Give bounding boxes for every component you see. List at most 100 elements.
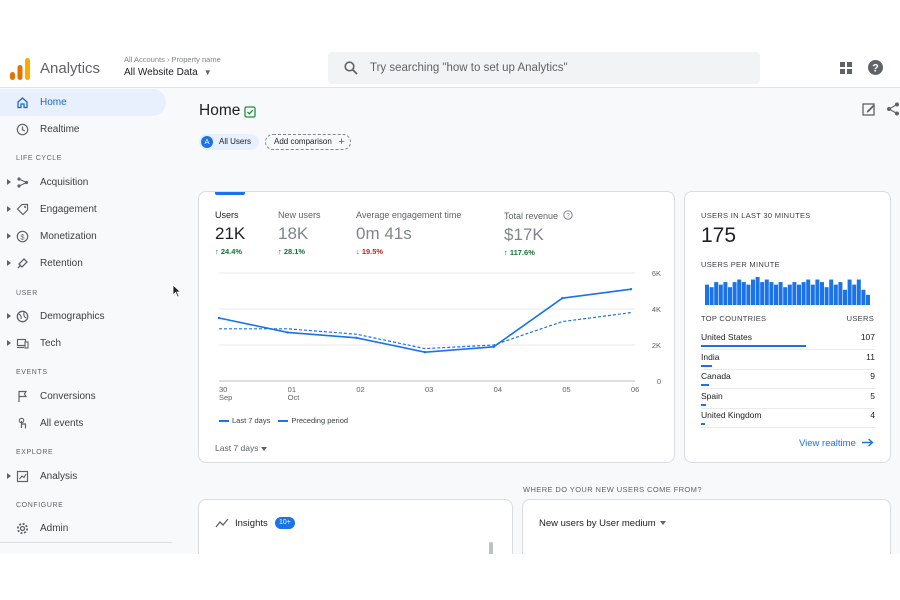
add-comparison-button[interactable]: Add comparison + <box>265 134 351 150</box>
data-point[interactable] <box>217 316 221 320</box>
sidebar-item-conversions[interactable]: Conversions <box>0 383 166 410</box>
per-minute-bar[interactable] <box>847 279 852 305</box>
per-minute-bar[interactable] <box>861 289 866 305</box>
sidebar-item-home[interactable]: Home <box>0 89 166 116</box>
info-icon[interactable]: ? <box>562 210 573 220</box>
country-row[interactable]: Spain 5 <box>701 389 875 409</box>
per-minute-bar[interactable] <box>801 282 806 305</box>
per-minute-bar[interactable] <box>783 287 788 305</box>
sidebar-item-all-events[interactable]: All events <box>0 410 166 437</box>
monetization-icon: $ <box>16 230 29 243</box>
expand-arrow-icon[interactable] <box>7 340 11 346</box>
per-minute-bar[interactable] <box>732 282 737 305</box>
legend-last-7-days[interactable]: Last 7 days <box>219 416 270 425</box>
per-minute-bar[interactable] <box>723 282 728 305</box>
data-point[interactable] <box>561 297 564 300</box>
legend-preceding-period[interactable]: Preceding period <box>278 416 348 425</box>
expand-arrow-icon[interactable] <box>7 206 11 212</box>
sidebar-item-label: Retention <box>40 258 83 269</box>
country-row[interactable]: Canada 9 <box>701 369 875 390</box>
per-minute-bar[interactable] <box>751 279 755 305</box>
property-selector[interactable]: All Website Data ▼ <box>124 67 212 78</box>
share-icon[interactable] <box>886 102 900 116</box>
sidebar-item-demographics[interactable]: Demographics <box>0 303 166 330</box>
search-bar[interactable]: Try searching "how to set up Analytics" <box>328 52 760 84</box>
sidebar-item-realtime[interactable]: Realtime <box>0 116 166 143</box>
per-minute-bar[interactable] <box>741 282 746 305</box>
search-icon <box>344 61 358 75</box>
sidebar-item-acquisition[interactable]: Acquisition <box>0 169 166 196</box>
metric-new-users[interactable]: New users 18K ↑ 28.1% <box>278 210 321 256</box>
date-range-selector[interactable]: Last 7 days <box>215 443 268 453</box>
sidebar-item-admin[interactable]: Admin <box>0 515 166 542</box>
expand-arrow-icon[interactable] <box>7 233 11 239</box>
per-minute-bar[interactable] <box>866 294 870 305</box>
data-point[interactable] <box>423 351 427 354</box>
per-minute-bar[interactable] <box>718 284 723 305</box>
help-icon[interactable]: ? <box>867 59 884 76</box>
per-minute-bar[interactable] <box>737 279 742 305</box>
per-minute-bar[interactable] <box>815 279 820 305</box>
per-minute-bar[interactable] <box>829 279 834 305</box>
per-minute-bar[interactable] <box>792 282 797 305</box>
per-minute-bar[interactable] <box>797 284 801 305</box>
expand-arrow-icon[interactable] <box>7 473 11 479</box>
sidebar-item-engagement[interactable]: Engagement <box>0 196 166 223</box>
per-minute-bar[interactable] <box>856 279 861 305</box>
per-minute-bar[interactable] <box>833 284 838 305</box>
per-minute-bar[interactable] <box>705 284 709 305</box>
per-minute-bar[interactable] <box>778 282 783 305</box>
customize-report-icon[interactable] <box>862 102 876 116</box>
comparison-chip-all-users[interactable]: A All Users <box>199 134 260 150</box>
per-minute-bar[interactable] <box>746 284 751 305</box>
per-minute-bar[interactable] <box>755 277 760 305</box>
metric-total-revenue[interactable]: Total revenue ? $17K ↑ 117.6% <box>504 210 573 257</box>
country-row[interactable]: United Kingdom 4 <box>701 408 875 429</box>
per-minute-bar[interactable] <box>787 284 792 305</box>
apps-grid-icon[interactable] <box>839 61 853 75</box>
per-minute-bar[interactable] <box>714 282 719 305</box>
per-minute-bar[interactable] <box>852 284 857 305</box>
data-point[interactable] <box>492 345 495 348</box>
metric-value: 18K <box>278 224 309 243</box>
sidebar-item-analysis[interactable]: Analysis <box>0 463 166 490</box>
per-minute-bar[interactable] <box>760 282 765 305</box>
metric-users[interactable]: Users 21K ↑ 24.4% <box>215 210 245 256</box>
metric-avg-engagement-time[interactable]: Average engagement time 0m 41s ↓ 19.5% <box>356 210 461 256</box>
expand-arrow-icon[interactable] <box>7 260 11 266</box>
search-input[interactable]: Try searching "how to set up Analytics" <box>370 62 568 74</box>
per-minute-bar[interactable] <box>820 282 824 305</box>
data-point[interactable] <box>629 288 633 291</box>
per-minute-bar[interactable] <box>764 279 769 305</box>
per-minute-bar[interactable] <box>824 287 829 305</box>
per-minute-bar[interactable] <box>728 287 732 305</box>
insights-scrollbar[interactable] <box>489 542 493 554</box>
view-realtime-link[interactable]: View realtime <box>799 438 874 449</box>
country-row[interactable]: India 11 <box>701 350 875 370</box>
users-header: USERS <box>846 314 874 323</box>
data-point[interactable] <box>355 336 358 339</box>
expand-arrow-icon[interactable] <box>7 313 11 319</box>
country-row[interactable]: United States 107 <box>701 330 875 350</box>
data-point[interactable] <box>286 331 289 334</box>
per-minute-bar[interactable] <box>769 282 774 305</box>
selected-metric-indicator <box>215 192 245 195</box>
sidebar-item-retention[interactable]: Retention <box>0 250 166 277</box>
series-line-preceding-period[interactable] <box>219 312 632 350</box>
sidebar-item-label: Tech <box>40 338 62 349</box>
country-share-bar <box>701 403 707 406</box>
mouse-cursor-icon <box>172 284 182 298</box>
new-users-dimension-selector[interactable]: New users by User medium <box>539 518 666 529</box>
per-minute-bar[interactable] <box>843 289 847 305</box>
sidebar-item-tech[interactable]: Tech <box>0 330 166 357</box>
per-minute-bar[interactable] <box>806 279 811 305</box>
analytics-logo-icon[interactable] <box>10 58 30 80</box>
per-minute-bar[interactable] <box>774 284 778 305</box>
segment-avatar: A <box>201 136 213 148</box>
expand-arrow-icon[interactable] <box>7 179 11 185</box>
breadcrumb[interactable]: All Accounts › Property name <box>124 55 221 64</box>
per-minute-bar[interactable] <box>709 287 714 305</box>
per-minute-bar[interactable] <box>838 282 843 305</box>
sidebar-item-monetization[interactable]: $ Monetization <box>0 223 166 250</box>
per-minute-bar[interactable] <box>810 284 815 305</box>
